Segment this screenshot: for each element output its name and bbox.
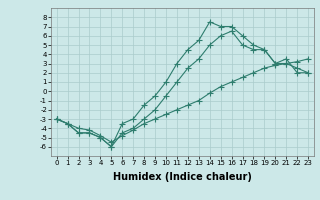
- X-axis label: Humidex (Indice chaleur): Humidex (Indice chaleur): [113, 172, 252, 182]
